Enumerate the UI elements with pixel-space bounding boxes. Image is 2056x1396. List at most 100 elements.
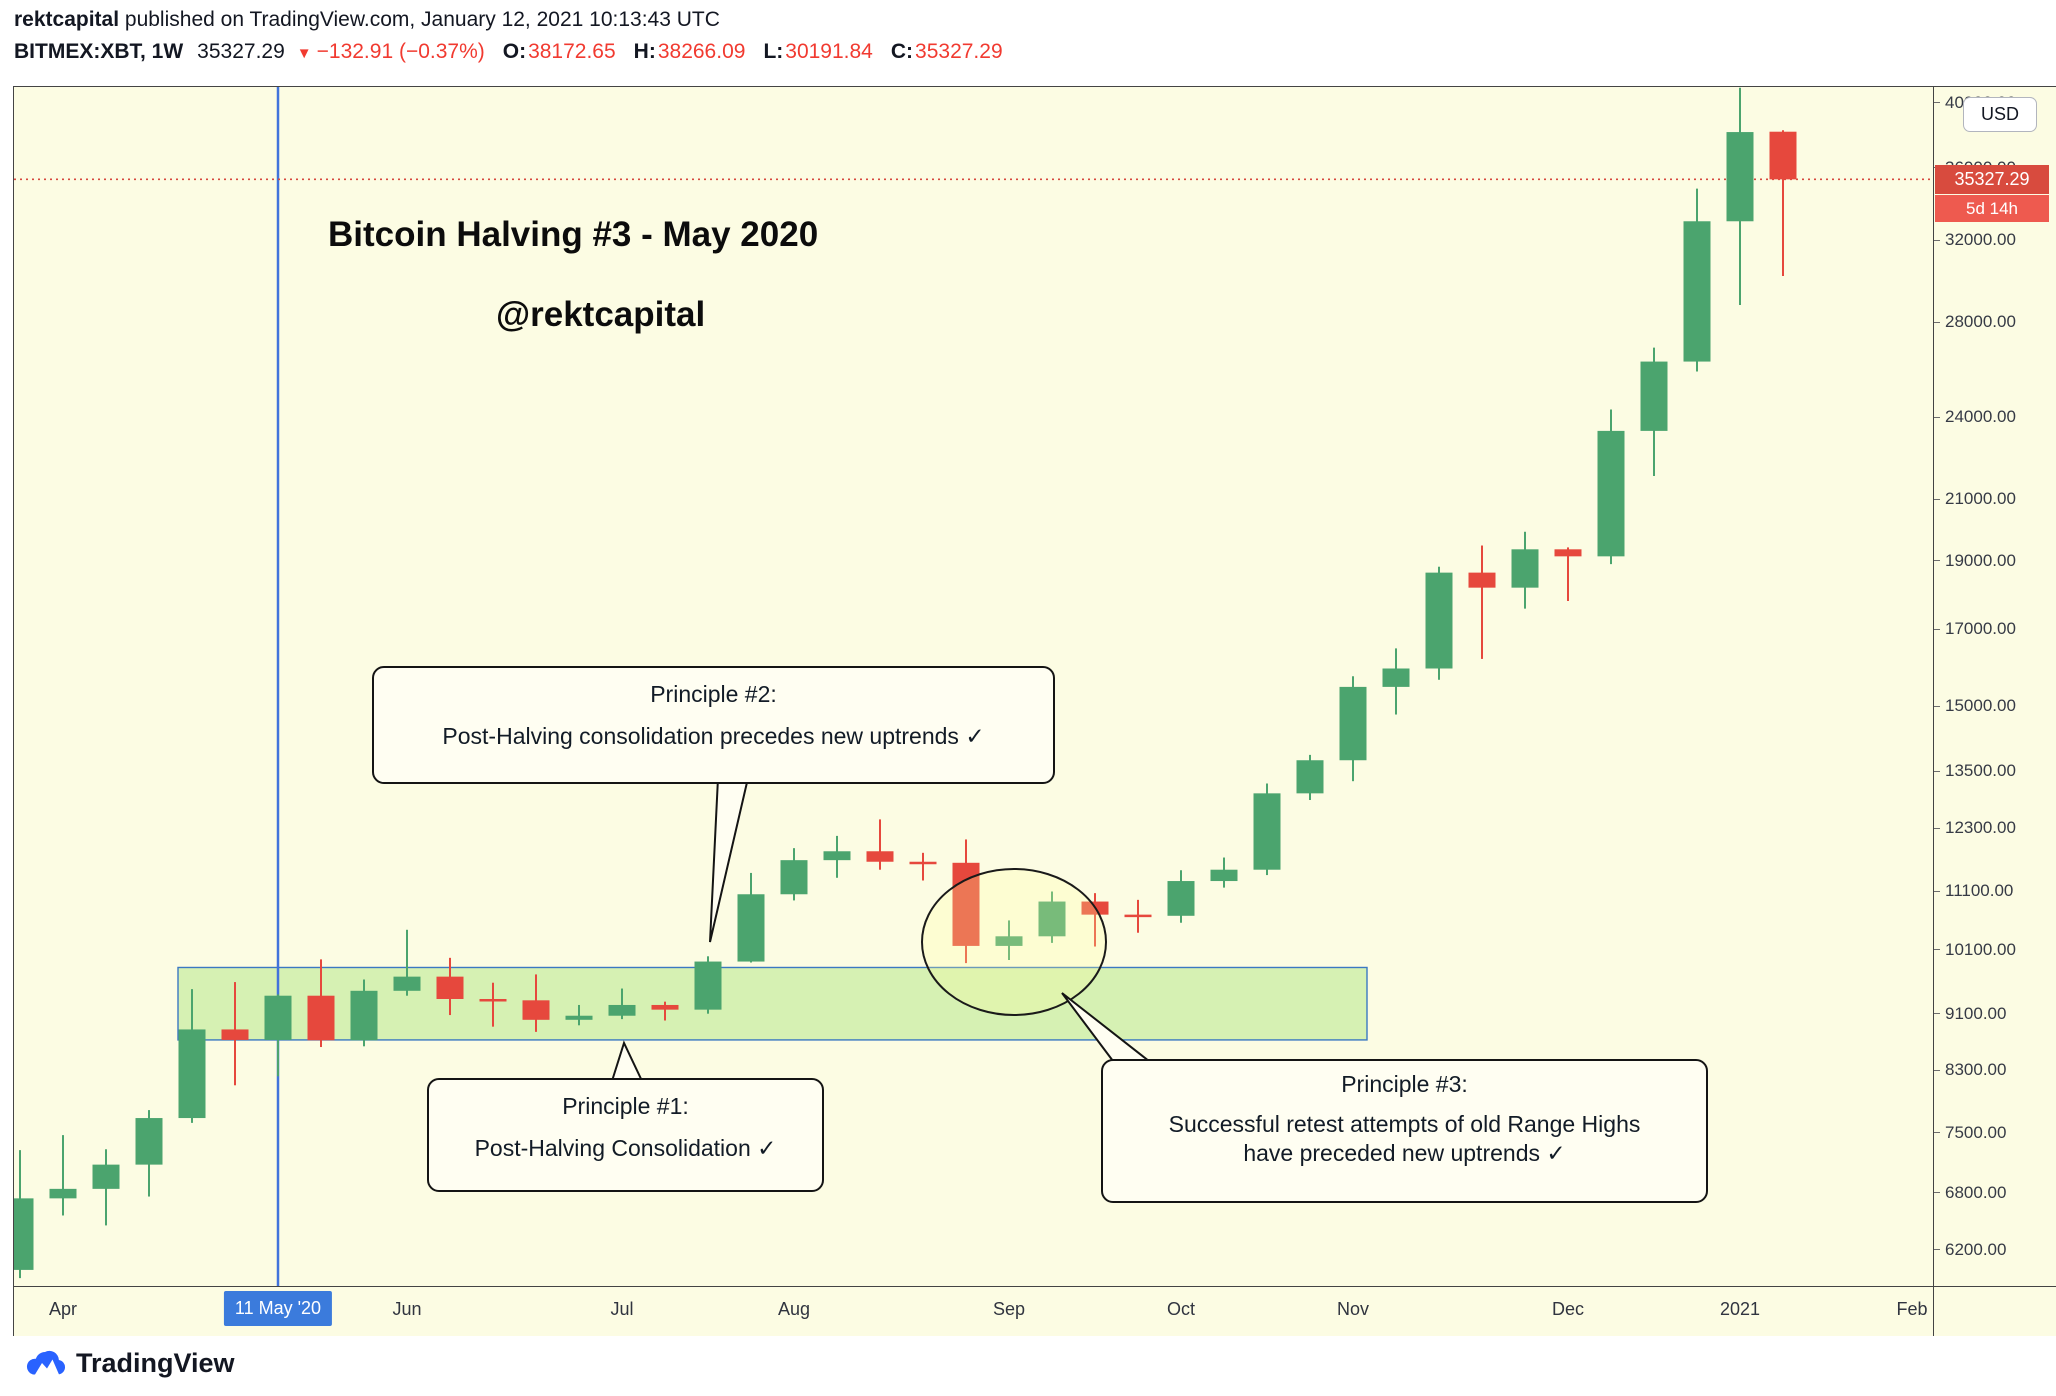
candle-body [909,861,937,865]
tick-dash [1933,949,1940,951]
publish-info-line: rektcapital published on TradingView.com… [14,8,1003,32]
tradingview-brand-text: TradingView [76,1348,235,1378]
candle-body [608,1004,636,1016]
chart-area[interactable]: Bitcoin Halving #3 - May 2020 @rektcapit… [13,86,2056,1337]
time-tick-label: Jul [610,1299,634,1319]
candle-body [1597,430,1625,557]
tick-dash [1933,498,1940,500]
close-label: C: [890,40,914,63]
price-tick-label: 10100.00 [1945,939,2016,959]
candle-body [135,1118,163,1165]
candle-body [1253,793,1281,870]
candle-body [1769,131,1797,180]
tick-dash [1933,890,1940,892]
chart-annotation-title: Bitcoin Halving #3 - May 2020 [328,215,819,254]
price-tick: 10100.00 [1933,939,2016,961]
candle-body [866,851,894,862]
tradingview-cloud-icon [26,1350,66,1374]
candle-body [49,1188,77,1199]
principle-3-body-line1: Successful retest attempts of old Range … [1168,1111,1641,1137]
price-tick-label: 32000.00 [1945,230,2016,250]
principle-1-callout: Principle #1: Post-Halving Consolidation… [427,1078,824,1192]
price-tick: 24000.00 [1933,406,2016,428]
price-tick-label: 8300.00 [1945,1060,2007,1080]
tick-dash [1933,416,1940,418]
candle-body [1038,901,1066,937]
candle-body [1511,549,1539,588]
time-tick-label: Apr [48,1299,78,1319]
candle-body [1468,572,1496,588]
candlestick-chart-pane[interactable] [14,87,1933,1286]
published-text: published on TradingView.com, January 12… [119,8,720,31]
candle-body [565,1015,593,1020]
candle-body [1210,869,1238,882]
time-tick-label: Oct [1166,1299,1196,1319]
tick-dash [1933,560,1940,562]
price-tick: 12300.00 [1933,817,2016,839]
price-tick-label: 19000.00 [1945,550,2016,570]
price-tick: 11100.00 [1933,880,2013,902]
price-tick-label: 7500.00 [1945,1122,2007,1142]
candle-body [393,976,421,991]
price-tick-label: 6800.00 [1945,1182,2007,1202]
principle-3-title: Principle #3: [1341,1071,1468,1097]
tick-dash [1933,770,1940,772]
candle-body [436,976,464,999]
low-value: 30191.84 [785,40,873,63]
candle-body [178,1029,206,1119]
candle-body [1554,549,1582,557]
candle-body [350,990,378,1041]
price-tick: 6200.00 [1933,1239,2006,1261]
principle-2-body: Post-Halving consolidation precedes new … [442,723,985,749]
candle-body [1124,914,1152,918]
principle-1-body: Post-Halving Consolidation ✓ [474,1135,777,1161]
price-axis[interactable]: 40000.0036000.0032000.0028000.0024000.00… [1933,87,2056,1336]
author-name[interactable]: rektcapital [14,8,120,31]
candle-body [307,995,335,1041]
candle-body [1167,881,1195,916]
price-tick: 8300.00 [1933,1059,2006,1081]
candle-body [14,1198,34,1270]
chart-annotation-handle: @rektcapital [496,295,706,334]
price-tick: 15000.00 [1933,695,2016,717]
tick-dash [1933,1069,1940,1071]
currency-toggle-button[interactable]: USD [1963,97,2037,132]
candle-body [522,1000,550,1020]
price-tick-label: 28000.00 [1945,312,2016,332]
principle-1-title: Principle #1: [562,1093,689,1119]
principle-3-body-line2: have preceded new uptrends ✓ [1243,1139,1566,1166]
tick-dash [1933,321,1940,323]
tick-dash [1933,827,1940,829]
price-tick-label: 17000.00 [1945,619,2016,639]
price-tick: 17000.00 [1933,618,2016,640]
price-tick-label: 12300.00 [1945,818,2016,838]
close-value: 35327.29 [915,40,1003,63]
retest-circle-annotation [921,868,1107,1016]
candle-body [1296,760,1324,794]
tick-dash [1933,705,1940,707]
time-tick-label: Dec [1551,1299,1585,1319]
candle-body [823,851,851,861]
price-tick: 7500.00 [1933,1122,2006,1144]
symbol-title[interactable]: BITMEX:XBT, 1W [14,40,184,63]
time-axis[interactable]: Apr Jun Jul Aug Sep Oct Nov Dec 2021 Feb 11 May '… [14,1286,1933,1336]
candle-body [479,998,507,1002]
time-axis-border [14,1286,2056,1287]
candle-body [780,860,808,895]
candle-body [1425,572,1453,669]
tradingview-logo[interactable]: TradingView [24,1348,235,1379]
candle-body [1382,668,1410,687]
down-triangle-icon: ▼ [296,45,312,62]
price-change-text: −132.91 (−0.37%) [316,40,485,63]
price-tick: 21000.00 [1933,488,2016,510]
principle-2-callout: Principle #2: Post-Halving consolidation… [372,666,1055,784]
price-tick-label: 11100.00 [1945,881,2014,901]
price-tick: 32000.00 [1933,229,2016,251]
price-tick-label: 24000.00 [1945,407,2016,427]
candle-body [651,1004,679,1010]
price-tick-label: 9100.00 [1945,1003,2007,1023]
candle-body [1640,361,1668,431]
principle-2-title: Principle #2: [650,681,777,707]
tick-dash [1933,628,1940,630]
